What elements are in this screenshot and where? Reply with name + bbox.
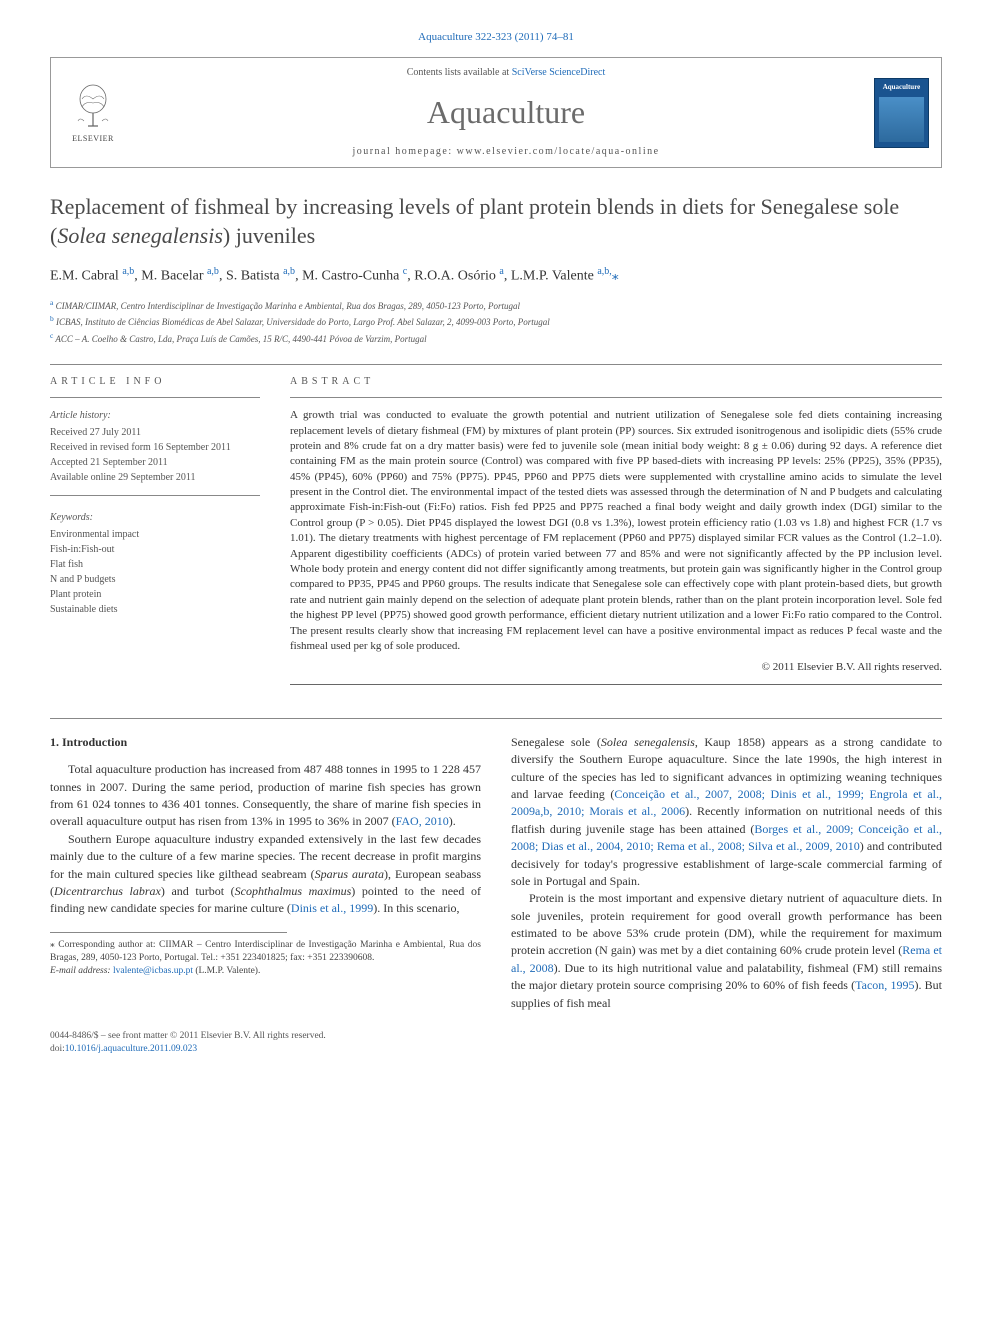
left-column: 1. Introduction Total aquaculture produc… (50, 734, 481, 1012)
affiliation-line: a CIMAR/CIIMAR, Centro Interdisciplinar … (50, 297, 942, 314)
email-line: E-mail address: lvalente@icbas.up.pt (L.… (50, 965, 481, 978)
p2-c: ) and turbot ( (161, 884, 235, 898)
email-link[interactable]: lvalente@icbas.up.pt (113, 966, 193, 976)
cover-title: Aquaculture (883, 83, 921, 93)
email-label: E-mail address: (50, 966, 113, 976)
elsevier-logo: ELSEVIER (63, 78, 123, 148)
corr-text: ⁎ Corresponding author at: CIIMAR – Cent… (50, 939, 481, 966)
intro-p1: Total aquaculture production has increas… (50, 761, 481, 831)
article-info-column: ARTICLE INFO Article history: Received 2… (50, 375, 260, 693)
abstract-heading: ABSTRACT (290, 375, 942, 389)
p3-i1: Solea senegalensis (601, 735, 695, 749)
page-footer: 0044-8486/$ – see front matter © 2011 El… (50, 1030, 942, 1057)
divider (50, 718, 942, 719)
front-matter-line: 0044-8486/$ – see front matter © 2011 El… (50, 1030, 942, 1043)
history-line: Received in revised form 16 September 20… (50, 440, 260, 455)
article-info-heading: ARTICLE INFO (50, 375, 260, 389)
history-line: Available online 29 September 2011 (50, 470, 260, 485)
abstract-copyright: © 2011 Elsevier B.V. All rights reserved… (290, 660, 942, 675)
body-columns: 1. Introduction Total aquaculture produc… (50, 734, 942, 1012)
ref-dinis1999[interactable]: Dinis et al., 1999 (291, 901, 373, 915)
article-title: Replacement of fishmeal by increasing le… (50, 193, 942, 250)
header-center: Contents lists available at SciVerse Sci… (138, 66, 874, 159)
corresponding-author-footnote: ⁎ Corresponding author at: CIIMAR – Cent… (50, 939, 481, 979)
history-line: Received 27 July 2011 (50, 425, 260, 440)
abstract-text: A growth trial was conducted to evaluate… (290, 408, 942, 654)
p3-a: Senegalese sole ( (511, 735, 601, 749)
p2-e: ). In this scenario, (373, 901, 459, 915)
keyword-line: Sustainable diets (50, 602, 260, 617)
keyword-line: Flat fish (50, 557, 260, 572)
p4-a: Protein is the most important and expens… (511, 891, 942, 957)
ref-fao2010[interactable]: FAO, 2010 (396, 814, 449, 828)
divider (50, 364, 942, 365)
intro-heading: 1. Introduction (50, 734, 481, 751)
footnote-separator (50, 932, 287, 933)
intro-p3: Senegalese sole (Solea senegalensis, Kau… (511, 734, 942, 891)
doi-link[interactable]: 10.1016/j.aquaculture.2011.09.023 (65, 1044, 197, 1054)
divider (50, 397, 260, 398)
cover-image-icon (879, 97, 924, 142)
p1-tail: ). (449, 814, 456, 828)
ref-tacon1995[interactable]: Tacon, 1995 (855, 978, 914, 992)
elsevier-label: ELSEVIER (72, 133, 114, 144)
divider (290, 684, 942, 685)
history-line: Accepted 21 September 2011 (50, 455, 260, 470)
article-history: Article history: Received 27 July 2011Re… (50, 408, 260, 485)
email-tail: (L.M.P. Valente). (193, 966, 260, 976)
keyword-line: Environmental impact (50, 527, 260, 542)
journal-cover-thumbnail: Aquaculture (874, 78, 929, 148)
p2-i1: Sparus aurata (315, 867, 384, 881)
right-column: Senegalese sole (Solea senegalensis, Kau… (511, 734, 942, 1012)
p2-i2: Dicentrarchus labrax (54, 884, 161, 898)
journal-header: ELSEVIER Contents lists available at Sci… (50, 57, 942, 168)
abstract-column: ABSTRACT A growth trial was conducted to… (290, 375, 942, 693)
contents-prefix: Contents lists available at (407, 67, 512, 78)
affiliations: a CIMAR/CIIMAR, Centro Interdisciplinar … (50, 297, 942, 347)
keyword-line: Plant protein (50, 587, 260, 602)
contents-available: Contents lists available at SciVerse Sci… (138, 66, 874, 80)
top-citation: Aquaculture 322-323 (2011) 74–81 (50, 30, 942, 45)
doi-label: doi: (50, 1044, 65, 1054)
journal-homepage: journal homepage: www.elsevier.com/locat… (138, 145, 874, 159)
divider (50, 495, 260, 496)
info-abstract-row: ARTICLE INFO Article history: Received 2… (50, 375, 942, 693)
intro-p4: Protein is the most important and expens… (511, 890, 942, 1012)
history-label: Article history: (50, 408, 260, 423)
sciencedirect-link[interactable]: SciVerse ScienceDirect (512, 67, 606, 78)
author-list: E.M. Cabral a,b, M. Bacelar a,b, S. Bati… (50, 265, 942, 286)
intro-p2: Southern Europe aquaculture industry exp… (50, 831, 481, 918)
keywords-block: Keywords: Environmental impactFish-in:Fi… (50, 510, 260, 617)
divider (290, 397, 942, 398)
affiliation-line: b ICBAS, Instituto de Ciências Biomédica… (50, 313, 942, 330)
keywords-label: Keywords: (50, 510, 260, 525)
keyword-line: Fish-in:Fish-out (50, 542, 260, 557)
doi-line: doi:10.1016/j.aquaculture.2011.09.023 (50, 1043, 942, 1056)
p2-i3: Scophthalmus maximus (235, 884, 352, 898)
keyword-line: N and P budgets (50, 572, 260, 587)
affiliation-line: c ACC – A. Coelho & Castro, Lda, Praça L… (50, 330, 942, 347)
elsevier-tree-icon (68, 81, 118, 131)
journal-name: Aquaculture (138, 90, 874, 135)
title-text: Replacement of fishmeal by increasing le… (50, 194, 899, 248)
